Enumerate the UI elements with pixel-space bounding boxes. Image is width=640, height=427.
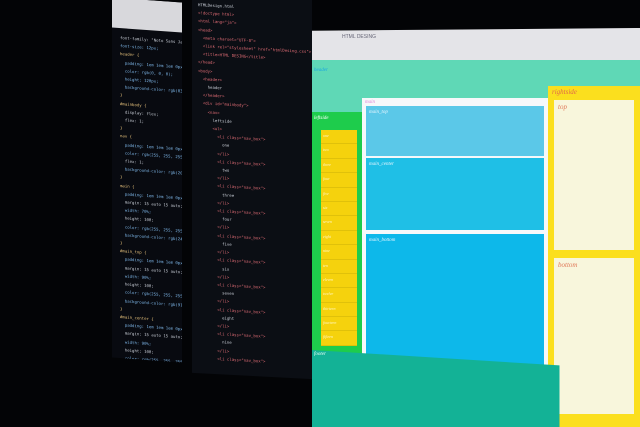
nav-item[interactable]: three	[321, 159, 357, 174]
right-top-label: top	[558, 103, 567, 111]
nav-list: one two three four five six seven eight nine ten e…	[321, 130, 357, 346]
nav-item[interactable]: two	[321, 144, 357, 159]
nav-item[interactable]: six	[321, 202, 357, 217]
browser-tab[interactable]: HTML DESING	[342, 34, 376, 40]
html-editor-pane[interactable]: HTMLDesign.html <!doctype html> <html lang…	[192, 0, 312, 380]
nav-item[interactable]: nine	[321, 245, 357, 260]
nav-item[interactable]: fourteen	[321, 317, 357, 332]
nav-item[interactable]: fifteen	[321, 331, 357, 346]
nav-item[interactable]: eight	[321, 231, 357, 246]
leftside-label: leftside	[314, 116, 329, 121]
right-bottom-box: bottom	[554, 258, 634, 414]
header-label: header	[314, 68, 328, 73]
rightside-panel: rightside top bottom	[548, 86, 640, 427]
main-bottom-label: main_bottom	[369, 238, 396, 243]
nav-item[interactable]: thirteen	[321, 303, 357, 318]
css-editor-pane[interactable]: font-family: "Noto Sans Japanese"; font-s…	[112, 0, 182, 363]
footer-label: footer	[314, 352, 326, 357]
nav-item[interactable]: one	[321, 130, 357, 145]
browser-tab-bar: HTML DESING	[312, 28, 640, 62]
main-center-box: main_center	[366, 158, 544, 230]
page-footer: footer	[312, 350, 560, 427]
right-bottom-label: bottom	[558, 261, 578, 269]
leftside-nav: leftside one two three four five six seven eigh…	[312, 112, 362, 357]
nav-item[interactable]: four	[321, 173, 357, 188]
editor-tab-bar	[112, 0, 182, 33]
main-area: main main_top main_center main_bottom	[362, 98, 548, 403]
nav-item[interactable]: twelve	[321, 288, 357, 303]
nav-item[interactable]: eleven	[321, 274, 357, 289]
main-label: main	[365, 100, 375, 105]
main-bottom-box: main_bottom	[366, 234, 544, 378]
browser-window: HTML DESING header leftside one two three f…	[312, 0, 640, 427]
nav-item[interactable]: seven	[321, 216, 357, 231]
rightside-label: rightside	[552, 88, 577, 96]
main-center-label: main_center	[369, 162, 394, 167]
right-top-box: top	[554, 100, 634, 250]
nav-item[interactable]: five	[321, 188, 357, 202]
main-top-label: main_top	[369, 110, 388, 115]
main-top-box: main_top	[366, 106, 544, 156]
nav-item[interactable]: ten	[321, 260, 357, 274]
